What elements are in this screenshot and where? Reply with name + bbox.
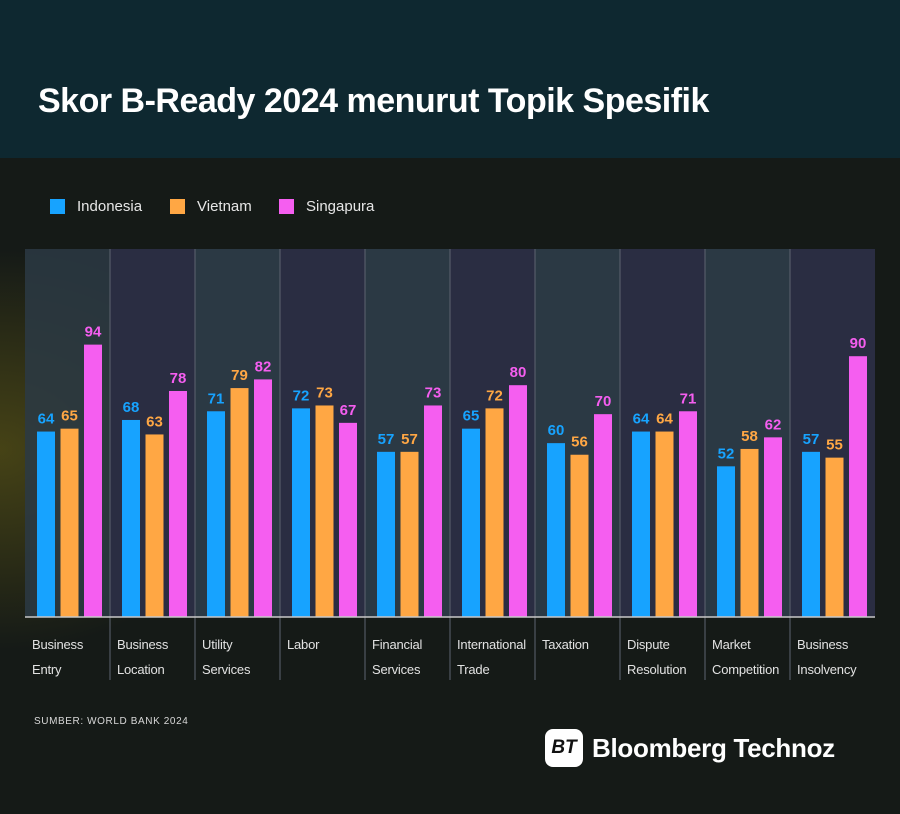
bar-indonesia (37, 431, 55, 617)
legend-item-vietnam: Vietnam (170, 198, 252, 215)
legend-item-indonesia: Indonesia (50, 198, 142, 215)
bar-vietnam (230, 388, 249, 617)
legend-label: Vietnam (197, 198, 252, 215)
bar-vietnam (145, 434, 164, 617)
bar-indonesia (207, 411, 225, 617)
bar-vietnam (485, 408, 504, 617)
data-label: 71 (680, 390, 697, 407)
source-note: SUMBER: WORLD BANK 2024 (34, 716, 189, 727)
data-label: 64 (656, 411, 673, 428)
bar-indonesia (717, 466, 735, 617)
data-label: 72 (293, 387, 310, 404)
category-label: Taxation (542, 637, 589, 652)
bar-singapura (594, 414, 612, 617)
legend-swatch-singapura (279, 199, 294, 214)
category-label: Services (202, 662, 251, 677)
bar-indonesia (802, 451, 820, 617)
data-label: 73 (316, 384, 333, 401)
bar-indonesia (377, 451, 395, 617)
category-label: Resolution (627, 662, 686, 677)
bar-singapura (679, 411, 697, 617)
legend-item-singapura: Singapura (279, 198, 374, 215)
category-label: Utility (202, 637, 233, 652)
category-label: Insolvency (797, 662, 857, 677)
logo-text: Bloomberg Technoz (592, 732, 835, 763)
bar-vietnam (570, 454, 589, 617)
data-label: 65 (463, 408, 480, 425)
category-label: Competition (712, 662, 779, 677)
bar-vietnam (655, 431, 674, 617)
data-label: 60 (548, 422, 565, 439)
data-label: 70 (595, 393, 612, 410)
header: Skor B-Ready 2024 menurut Topik Spesifik (0, 0, 900, 158)
data-label: 71 (208, 390, 225, 407)
bar-vietnam (315, 405, 334, 617)
data-label: 94 (85, 324, 102, 341)
bar-singapura (169, 390, 187, 617)
data-label: 55 (826, 437, 843, 454)
category-label: Location (117, 662, 165, 677)
category-label: International (457, 637, 526, 652)
legend: Indonesia Vietnam Singapura (0, 198, 900, 222)
bar-indonesia (462, 428, 480, 617)
data-label: 65 (61, 408, 78, 425)
data-label: 80 (510, 364, 527, 381)
data-label: 52 (718, 445, 735, 462)
bar-singapura (339, 422, 357, 617)
bar-vietnam (60, 428, 79, 617)
category-label: Market (712, 637, 751, 652)
data-label: 73 (425, 384, 442, 401)
bar-singapura (509, 385, 527, 617)
data-label: 63 (146, 413, 163, 430)
category-label: Services (372, 662, 421, 677)
data-label: 62 (765, 416, 782, 433)
bar-indonesia (547, 443, 565, 617)
data-label: 79 (231, 367, 248, 384)
data-label: 68 (123, 399, 140, 416)
category-label: Dispute (627, 637, 670, 652)
page-title: Skor B-Ready 2024 menurut Topik Spesifik (38, 82, 709, 120)
bar-singapura (764, 437, 782, 617)
category-label: Financial (372, 637, 423, 652)
data-label: 90 (850, 335, 867, 352)
data-label: 56 (571, 434, 588, 451)
bar-vietnam (825, 457, 844, 617)
data-label: 58 (741, 428, 758, 445)
category-label: Business (32, 637, 84, 652)
category-label: Business (797, 637, 849, 652)
legend-swatch-vietnam (170, 199, 185, 214)
bar-indonesia (292, 408, 310, 617)
data-label: 57 (378, 431, 395, 448)
data-label: 57 (803, 431, 820, 448)
bar-singapura (424, 405, 442, 617)
legend-label: Indonesia (77, 198, 143, 215)
data-label: 64 (633, 411, 650, 428)
bar-vietnam (400, 451, 419, 617)
category-label: Business (117, 637, 169, 652)
data-label: 64 (38, 411, 55, 428)
data-label: 82 (255, 358, 272, 375)
brand-logo: BT Bloomberg Technoz (545, 729, 835, 767)
category-label: Labor (287, 637, 320, 652)
data-label: 57 (401, 431, 418, 448)
bar-indonesia (632, 431, 650, 617)
category-label: Trade (457, 662, 489, 677)
legend-label: Singapura (306, 198, 375, 215)
bar-indonesia (122, 419, 140, 617)
data-label: 67 (340, 402, 357, 419)
data-label: 72 (486, 387, 503, 404)
bar-singapura (84, 344, 102, 617)
bar-singapura (254, 379, 272, 617)
bar-vietnam (740, 448, 759, 617)
category-label: Entry (32, 662, 62, 677)
bar-singapura (849, 356, 867, 617)
logo-mark: BT (545, 729, 583, 767)
legend-swatch-indonesia (50, 199, 65, 214)
data-label: 78 (170, 370, 187, 387)
